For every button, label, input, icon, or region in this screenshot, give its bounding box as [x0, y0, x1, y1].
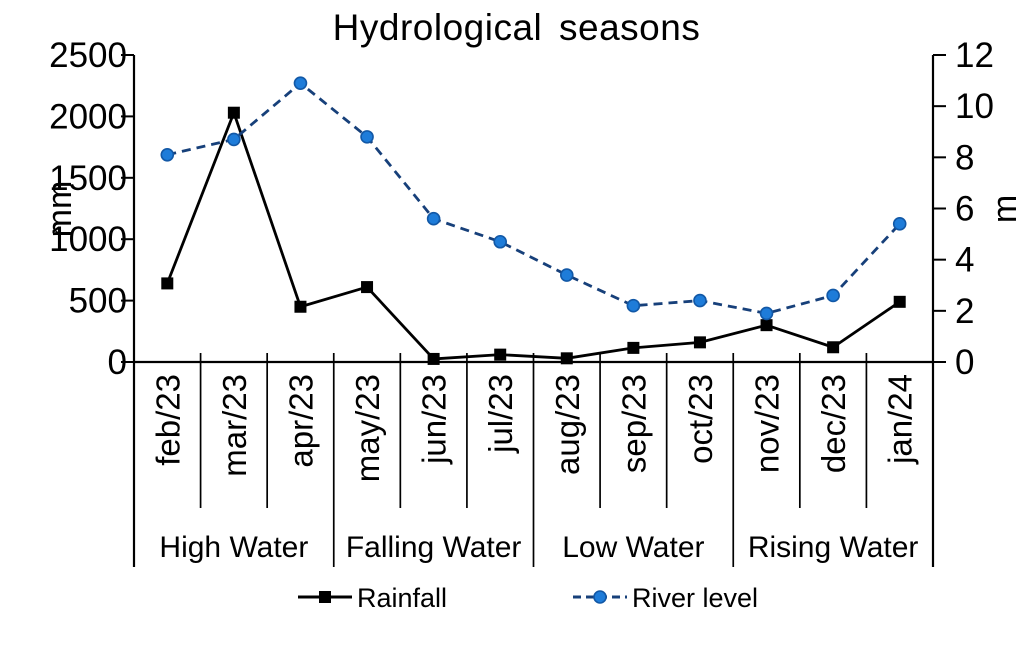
right-axis-title: m	[986, 195, 1024, 223]
river-level-marker	[360, 130, 374, 144]
river-level-marker	[826, 288, 840, 303]
month-label: feb/23	[149, 374, 186, 466]
rainfall-marker	[427, 352, 440, 365]
river-level-marker	[293, 76, 308, 90]
right-axis-tick-label: 12	[955, 36, 994, 75]
rainfall-marker	[294, 300, 307, 313]
left-axis-title: mm	[41, 181, 79, 238]
season-label: Low Water	[562, 531, 704, 564]
river-level-line	[166, 81, 901, 315]
chart-title: Hydrological seasons	[332, 7, 701, 48]
rainfall-marker	[760, 319, 773, 332]
legend-rainfall-label: Rainfall	[357, 583, 447, 613]
left-axis-tick-label: 2500	[49, 36, 127, 75]
month-label: sep/23	[615, 374, 652, 473]
month-label: aug/23	[549, 374, 586, 475]
river-level-marker	[160, 147, 175, 162]
season-label: High Water	[159, 531, 308, 564]
rainfall-line	[165, 111, 901, 361]
right-axis-tick-label: 2	[955, 292, 974, 331]
month-label: oct/23	[682, 374, 719, 464]
rainfall-marker	[893, 295, 906, 308]
rainfall-marker	[827, 341, 840, 354]
rainfall-marker	[227, 106, 240, 119]
rainfall-marker	[693, 336, 706, 349]
legend-river-level-marker	[593, 590, 607, 604]
rainfall-marker	[494, 348, 507, 361]
river-level-marker	[626, 298, 641, 313]
right-axis-tick-label: 4	[955, 241, 974, 280]
left-axis-tick-label: 500	[69, 282, 127, 321]
legend-rainfall-marker	[319, 591, 331, 603]
river-level-marker	[693, 293, 707, 308]
month-label: jul/23	[482, 374, 519, 454]
left-axis-tick-label: 1500	[49, 159, 127, 198]
rainfall-marker	[161, 277, 174, 290]
month-label: dec/23	[815, 374, 852, 473]
left-axis-tick-label: 0	[108, 343, 127, 382]
month-label: may/23	[349, 374, 386, 482]
river-level-marker	[426, 211, 441, 226]
month-label: mar/23	[216, 374, 253, 477]
right-axis-tick-label: 8	[955, 138, 974, 177]
left-axis-tick-label: 1000	[49, 220, 127, 259]
left-axis-tick-label: 2000	[49, 97, 127, 136]
month-label: jan/24	[882, 374, 919, 465]
month-label: apr/23	[282, 374, 319, 468]
rainfall-marker	[560, 352, 573, 365]
right-axis-tick-label: 6	[955, 190, 974, 229]
season-label: Falling Water	[346, 531, 522, 564]
season-label: Rising Water	[748, 531, 919, 564]
river-level-marker	[559, 268, 574, 282]
rainfall-marker	[627, 341, 640, 354]
month-label: jun/23	[416, 374, 453, 465]
right-axis-tick-label: 0	[955, 343, 974, 382]
right-axis-tick-label: 10	[955, 87, 994, 126]
river-level-marker	[227, 132, 241, 147]
river-level-marker	[892, 217, 907, 231]
rainfall-marker	[361, 281, 374, 294]
legend-river-level-label: River level	[632, 583, 758, 613]
river-level-marker	[493, 234, 508, 249]
river-level-marker	[759, 306, 774, 321]
month-label: nov/23	[749, 374, 786, 473]
